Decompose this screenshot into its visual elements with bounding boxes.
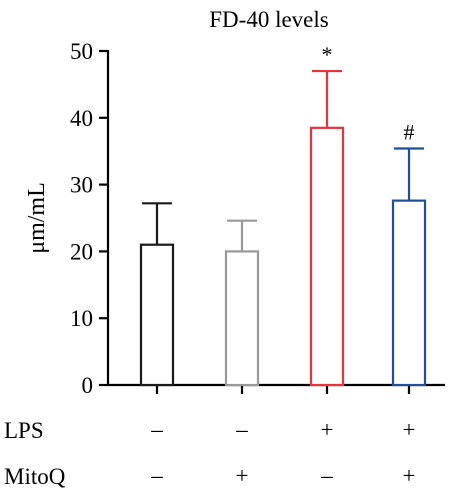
group-sign: – — [150, 463, 163, 488]
group-sign: + — [403, 463, 416, 488]
bar — [224, 250, 260, 387]
significance-marker: * — [322, 42, 333, 67]
group-sign: + — [236, 463, 249, 488]
chart-title: FD-40 levels — [209, 7, 329, 32]
bar — [309, 126, 345, 387]
group-sign: + — [403, 417, 416, 442]
group-sign: – — [235, 417, 248, 442]
y-tick-label: 10 — [70, 306, 93, 331]
group-sign: – — [150, 417, 163, 442]
group-sign: – — [320, 463, 333, 488]
plot-area: 0 10 20 30 40 50 * # LPS – – + + MitoQ – + – + — [4, 39, 445, 489]
bar — [391, 199, 427, 387]
significance-marker: # — [404, 120, 415, 145]
y-tick-label: 20 — [70, 239, 93, 264]
group-sign: + — [321, 417, 334, 442]
group-row-label: LPS — [4, 418, 44, 443]
y-tick-label: 30 — [70, 173, 93, 198]
y-tick-label: 0 — [82, 373, 94, 398]
group-row-label: MitoQ — [4, 464, 66, 489]
y-tick-label: 40 — [70, 106, 93, 131]
y-axis-label: μm/mL — [24, 182, 50, 254]
bar — [139, 243, 175, 387]
y-tick-label: 50 — [70, 39, 93, 64]
